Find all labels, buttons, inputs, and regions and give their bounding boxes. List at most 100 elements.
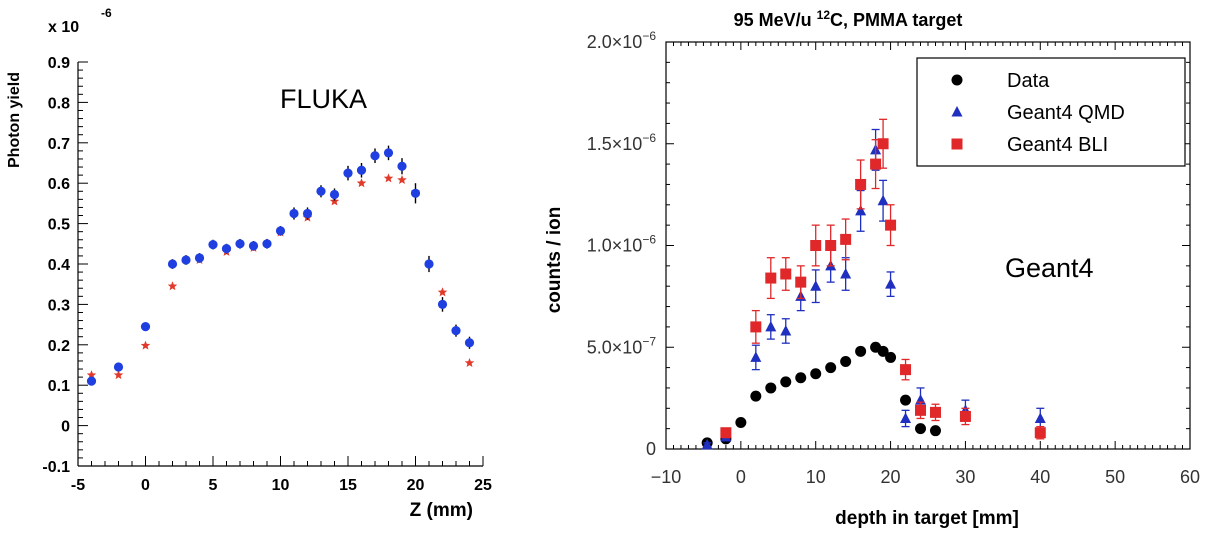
bli-point <box>810 240 822 251</box>
fluka-star-point <box>464 357 475 368</box>
y-tick-label: 5.0×10−7 <box>587 334 657 357</box>
data-point <box>181 255 191 265</box>
y-axis-label: Photon yield <box>6 72 23 168</box>
qmd-point <box>750 351 762 362</box>
y-axis-label: counts / ion <box>544 207 565 314</box>
qmd-point <box>780 324 792 336</box>
bli-point <box>900 364 912 376</box>
data-point <box>194 253 205 263</box>
data-point <box>248 241 259 251</box>
data-point <box>262 239 272 249</box>
x-tick-label: 30 <box>955 467 975 487</box>
bli-point <box>720 427 732 439</box>
qmd-point <box>701 438 713 450</box>
data-point <box>929 425 941 437</box>
x-axis-label: Z (mm) <box>410 500 473 521</box>
data-point <box>750 390 762 402</box>
y-tick-label: 0.6 <box>48 176 70 193</box>
x-tick-label: -5 <box>71 477 85 494</box>
x-axis-label: depth in target [mm] <box>835 508 1019 529</box>
data-point <box>329 189 340 200</box>
x-tick-label: 10 <box>806 467 826 487</box>
legend-marker <box>951 106 963 117</box>
x-tick-label: 0 <box>736 467 746 487</box>
fluka-star-point <box>167 281 178 291</box>
fluka-plot-area: -0.1 0 0.1 0.2 0.3 0.4 0.5 0.6 0.7 0.8 0.9 -5 0 5 10 15… <box>42 55 492 494</box>
y-tick-label: 1.5×10−6 <box>587 131 657 154</box>
data-point <box>235 239 245 249</box>
fluka-star-point <box>356 178 367 188</box>
y-multiplier-label: x 10 <box>48 19 79 36</box>
y-tick-label: 0.1 <box>48 378 70 395</box>
legend-label: Geant4 BLI <box>1007 134 1108 156</box>
data-point <box>370 151 380 161</box>
data-point <box>167 259 178 269</box>
bli-point <box>870 158 882 170</box>
legend-marker <box>951 74 963 86</box>
data-point <box>825 362 837 374</box>
data-point <box>208 240 218 250</box>
data-point <box>451 326 461 336</box>
data-point <box>113 362 124 372</box>
legend-marker <box>951 138 963 150</box>
x-tick-label: 25 <box>474 477 492 494</box>
x-tick-label: 10 <box>272 477 290 494</box>
x-tick-label: 20 <box>407 477 425 494</box>
data-point <box>289 208 299 219</box>
legend-label: Geant4 QMD <box>1007 102 1125 124</box>
qmd-point <box>1034 412 1046 423</box>
data-point <box>140 322 151 332</box>
fluka-star-point <box>383 173 394 183</box>
fluka-star-point <box>86 370 97 380</box>
y-tick-label: 0.9 <box>48 55 70 72</box>
qmd-point <box>877 194 889 206</box>
bli-point <box>915 404 927 416</box>
y-tick-label: 2.0×10−6 <box>587 29 657 52</box>
data-point <box>275 226 286 236</box>
bli-point <box>765 272 777 284</box>
data-point <box>221 244 232 254</box>
data-point <box>877 345 889 357</box>
bli-point <box>885 219 897 231</box>
y-tick-label: 1.0×10−6 <box>587 233 657 256</box>
y-tick-label: 0.8 <box>48 95 70 112</box>
y-tick-label: 0 <box>646 439 656 459</box>
bli-point <box>780 268 792 280</box>
data-point <box>356 165 367 175</box>
bli-point <box>877 138 889 150</box>
bli-point <box>855 178 867 190</box>
bli-point <box>795 276 807 288</box>
data-point <box>343 168 353 178</box>
y-tick-label: -0.1 <box>42 459 70 476</box>
x-tick-label: −10 <box>651 467 682 487</box>
data-point <box>397 161 407 171</box>
fluka-annotation: FLUKA <box>280 84 367 114</box>
fluka-star-point <box>113 370 124 380</box>
x-tick-label: 5 <box>209 477 218 494</box>
x-tick-label: 15 <box>339 477 357 494</box>
x-tick-label: 0 <box>141 477 150 494</box>
geant4-annotation: Geant4 <box>1005 253 1094 283</box>
bli-point <box>825 240 837 251</box>
y-tick-label: 0 <box>61 419 70 436</box>
x-tick-label: 50 <box>1105 467 1125 487</box>
data-point <box>795 372 807 384</box>
data-point <box>855 345 867 357</box>
qmd-point <box>810 280 822 291</box>
bli-point <box>959 410 971 422</box>
data-point <box>437 299 448 309</box>
qmd-point <box>900 412 912 423</box>
data-point <box>765 382 777 394</box>
data-point <box>316 186 326 196</box>
x-tick-label: 60 <box>1180 467 1200 487</box>
fluka-star-point <box>140 340 151 350</box>
fluka-star-point <box>397 174 407 185</box>
data-point <box>810 368 822 380</box>
data-point <box>410 188 421 198</box>
chart-title-rest: C, PMMA target <box>830 10 962 30</box>
data-point <box>302 208 313 219</box>
chart-title: 95 MeV/u 12C, PMMA target <box>734 8 963 30</box>
fluka-chart: x 10 -6 Photon yield Z (mm) FLUKA -0.1 0 0… <box>6 6 492 521</box>
data-point <box>86 376 97 386</box>
data-point <box>900 394 912 406</box>
